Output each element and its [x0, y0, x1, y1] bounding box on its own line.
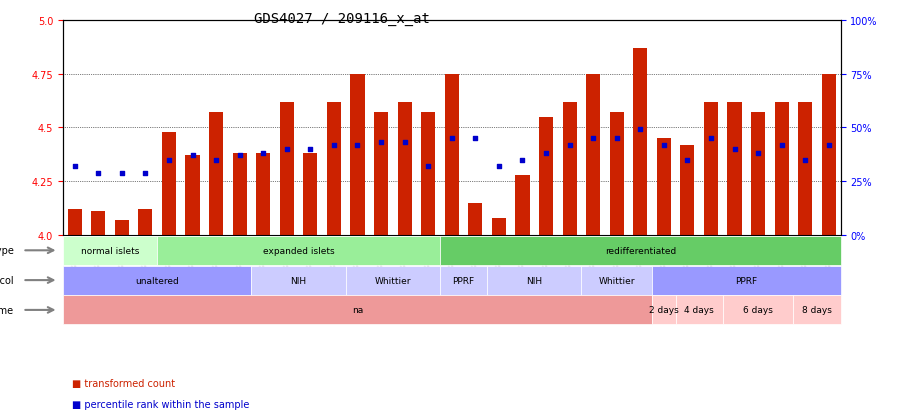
Point — [233, 153, 247, 159]
Point — [492, 164, 506, 170]
Text: ■ transformed count: ■ transformed count — [72, 378, 175, 388]
Bar — [727, 102, 742, 235]
Point — [774, 142, 788, 149]
Point — [539, 150, 553, 157]
Text: PPRF: PPRF — [735, 276, 757, 285]
Point — [280, 146, 294, 153]
Text: NIH: NIH — [526, 276, 542, 285]
Text: PPRF: PPRF — [452, 276, 475, 285]
Point — [515, 157, 530, 164]
Text: 6 days: 6 days — [743, 306, 773, 315]
Bar — [162, 132, 176, 235]
Point — [256, 150, 271, 157]
Point — [351, 142, 365, 149]
Bar — [751, 113, 765, 235]
Bar — [374, 113, 388, 235]
Text: Whittier: Whittier — [599, 276, 635, 285]
Point — [91, 170, 105, 176]
Bar — [445, 74, 458, 235]
Bar — [657, 139, 671, 235]
Point — [67, 164, 82, 170]
Point — [586, 135, 601, 142]
Bar — [351, 74, 365, 235]
Bar — [280, 102, 294, 235]
Bar — [303, 154, 317, 235]
Point — [468, 135, 483, 142]
Text: ■ percentile rank within the sample: ■ percentile rank within the sample — [72, 399, 249, 409]
Text: na: na — [352, 306, 363, 315]
Bar — [233, 154, 246, 235]
Bar — [209, 113, 223, 235]
Point — [185, 153, 200, 159]
Bar — [539, 117, 553, 235]
Text: time: time — [0, 305, 13, 315]
Bar — [138, 210, 153, 235]
Point — [704, 135, 718, 142]
Bar — [256, 154, 271, 235]
Bar — [610, 113, 624, 235]
Point — [209, 157, 223, 164]
Bar — [115, 221, 129, 235]
Text: GDS4027 / 209116_x_at: GDS4027 / 209116_x_at — [254, 12, 430, 26]
Bar — [515, 175, 530, 235]
Text: normal islets: normal islets — [81, 246, 139, 255]
Point — [751, 150, 765, 157]
Bar — [492, 218, 506, 235]
Text: expanded islets: expanded islets — [263, 246, 334, 255]
Point — [633, 127, 647, 133]
Point — [681, 157, 695, 164]
Point — [445, 135, 459, 142]
Point — [421, 164, 435, 170]
Bar — [633, 49, 647, 235]
Bar — [681, 145, 694, 235]
Point — [115, 170, 129, 176]
Point — [727, 146, 742, 153]
Bar — [468, 203, 483, 235]
Bar — [775, 102, 788, 235]
Bar — [91, 212, 105, 235]
Bar — [586, 74, 601, 235]
Point — [656, 142, 671, 149]
Point — [374, 140, 388, 146]
Bar — [822, 74, 836, 235]
Point — [798, 157, 813, 164]
Bar — [327, 102, 341, 235]
Point — [397, 140, 412, 146]
Text: NIH: NIH — [290, 276, 307, 285]
Point — [326, 142, 341, 149]
Text: Whittier: Whittier — [375, 276, 411, 285]
Text: redifferentiated: redifferentiated — [605, 246, 676, 255]
Bar — [185, 156, 200, 235]
Text: unaltered: unaltered — [136, 276, 179, 285]
Point — [162, 157, 176, 164]
Point — [822, 142, 836, 149]
Bar — [397, 102, 412, 235]
Text: cell type: cell type — [0, 246, 13, 256]
Text: 4 days: 4 days — [684, 306, 714, 315]
Point — [303, 146, 317, 153]
Point — [138, 170, 153, 176]
Point — [610, 135, 624, 142]
Bar — [421, 113, 435, 235]
Text: protocol: protocol — [0, 275, 13, 285]
Point — [563, 142, 577, 149]
Bar — [563, 102, 576, 235]
Text: 2 days: 2 days — [649, 306, 679, 315]
Bar — [67, 210, 82, 235]
Text: 8 days: 8 days — [802, 306, 832, 315]
Bar — [704, 102, 718, 235]
Bar — [798, 102, 813, 235]
